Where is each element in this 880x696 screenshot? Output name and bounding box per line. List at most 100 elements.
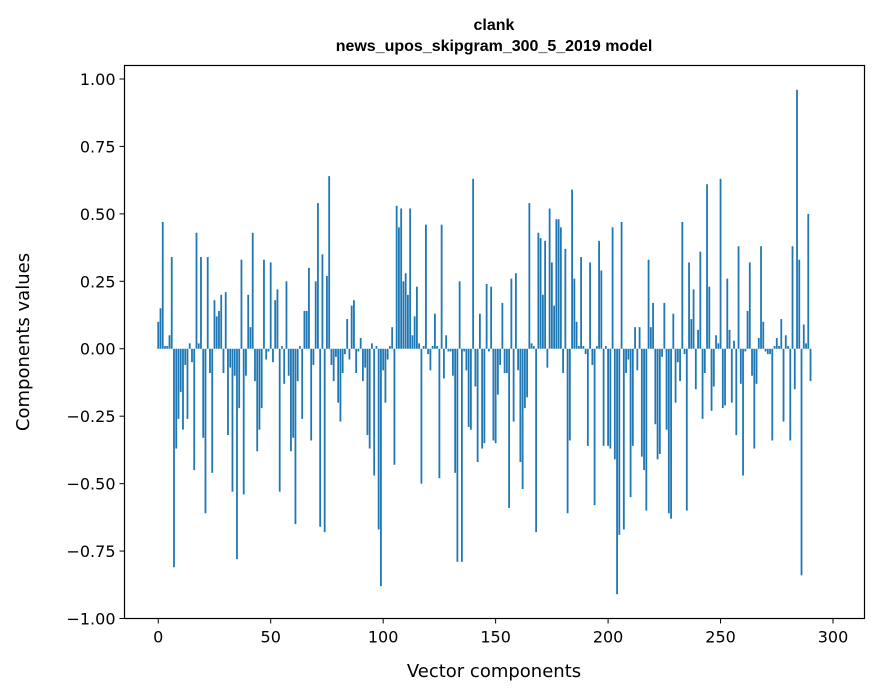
bar-45 [258, 348, 261, 430]
y-tick-label: 0.25 [80, 272, 116, 291]
bar-91 [362, 348, 364, 382]
bar-221 [654, 348, 657, 425]
bar-68 [310, 348, 313, 441]
bar-199 [604, 346, 607, 349]
bar-274 [773, 346, 776, 349]
bar-179 [559, 227, 562, 349]
bar-121 [429, 348, 432, 371]
bar-24 [211, 348, 214, 473]
bar-139 [469, 348, 472, 430]
bar-126 [440, 224, 443, 349]
bar-129 [447, 348, 450, 352]
bar-135 [460, 348, 463, 562]
bar-289 [807, 213, 810, 349]
bar-223 [658, 348, 661, 454]
bar-256 [733, 340, 735, 349]
bar-16 [193, 348, 196, 471]
bar-258 [737, 246, 740, 349]
bar-4 [166, 346, 169, 349]
bar-268 [760, 246, 762, 349]
bar-284 [796, 89, 798, 349]
bar-52 [274, 300, 277, 349]
bar-54 [278, 348, 281, 492]
bar-44 [256, 348, 259, 452]
bar-83 [344, 348, 346, 355]
y-tick-label: 1.00 [80, 70, 116, 89]
bar-1 [159, 308, 162, 349]
bar-275 [775, 337, 778, 349]
bar-280 [787, 346, 789, 349]
bar-9 [177, 348, 180, 419]
bar-206 [620, 221, 623, 349]
bar-147 [487, 348, 490, 352]
bar-100 [382, 348, 385, 371]
bar-207 [622, 348, 625, 530]
bar-58 [287, 348, 290, 376]
bar-90 [359, 337, 362, 349]
bar-series [157, 89, 812, 595]
bar-109 [402, 281, 405, 349]
bar-78 [332, 348, 335, 382]
bar-0 [157, 321, 160, 349]
bar-3 [164, 346, 166, 349]
bar-216 [643, 348, 645, 471]
bar-124 [436, 346, 439, 349]
bar-232 [679, 348, 681, 382]
bar-283 [793, 348, 796, 390]
bar-137 [465, 348, 468, 371]
bar-187 [577, 346, 580, 349]
bar-235 [685, 348, 688, 511]
bar-112 [409, 208, 412, 349]
y-tick-label: −0.50 [66, 475, 115, 494]
bar-134 [458, 281, 461, 349]
bar-163 [523, 348, 526, 409]
bar-204 [616, 348, 618, 595]
bar-73 [321, 254, 324, 349]
bar-110 [404, 273, 407, 349]
bar-243 [703, 348, 706, 374]
bar-119 [425, 224, 427, 349]
bar-200 [607, 348, 609, 446]
bar-248 [715, 335, 717, 349]
bar-149 [492, 348, 495, 441]
bar-255 [730, 348, 733, 403]
bar-186 [575, 321, 578, 349]
bar-79 [335, 348, 337, 357]
bar-158 [512, 348, 515, 422]
bar-104 [391, 327, 394, 349]
bar-217 [645, 348, 648, 511]
y-tick-label: 0.75 [80, 137, 116, 156]
bar-164 [526, 348, 529, 398]
bar-43 [254, 348, 256, 382]
bar-241 [699, 251, 702, 349]
bar-270 [764, 348, 767, 352]
bar-193 [591, 348, 594, 365]
bar-37 [240, 259, 243, 349]
bar-127 [442, 348, 445, 379]
bar-144 [481, 348, 484, 449]
bar-240 [697, 329, 699, 349]
plot-frame [123, 64, 866, 620]
bar-155 [505, 348, 508, 374]
bar-103 [389, 346, 391, 349]
bar-57 [285, 281, 288, 349]
bar-8 [175, 348, 178, 449]
chart-subtitle: news_upos_skipgram_300_5_2019 model [336, 38, 653, 55]
bar-272 [769, 348, 771, 355]
bar-229 [672, 313, 675, 349]
y-axis-label: Components values [13, 253, 34, 431]
bar-230 [674, 348, 677, 403]
bar-99 [380, 348, 382, 587]
bar-180 [562, 348, 564, 374]
bar-162 [521, 348, 524, 490]
bar-254 [728, 329, 731, 349]
bar-131 [451, 348, 454, 376]
bar-10 [179, 348, 182, 392]
bar-95 [371, 343, 373, 349]
bar-113 [411, 335, 414, 349]
bar-114 [413, 316, 416, 349]
bar-159 [514, 273, 517, 349]
bar-210 [629, 348, 632, 498]
bar-98 [377, 348, 380, 530]
bar-253 [726, 278, 729, 349]
